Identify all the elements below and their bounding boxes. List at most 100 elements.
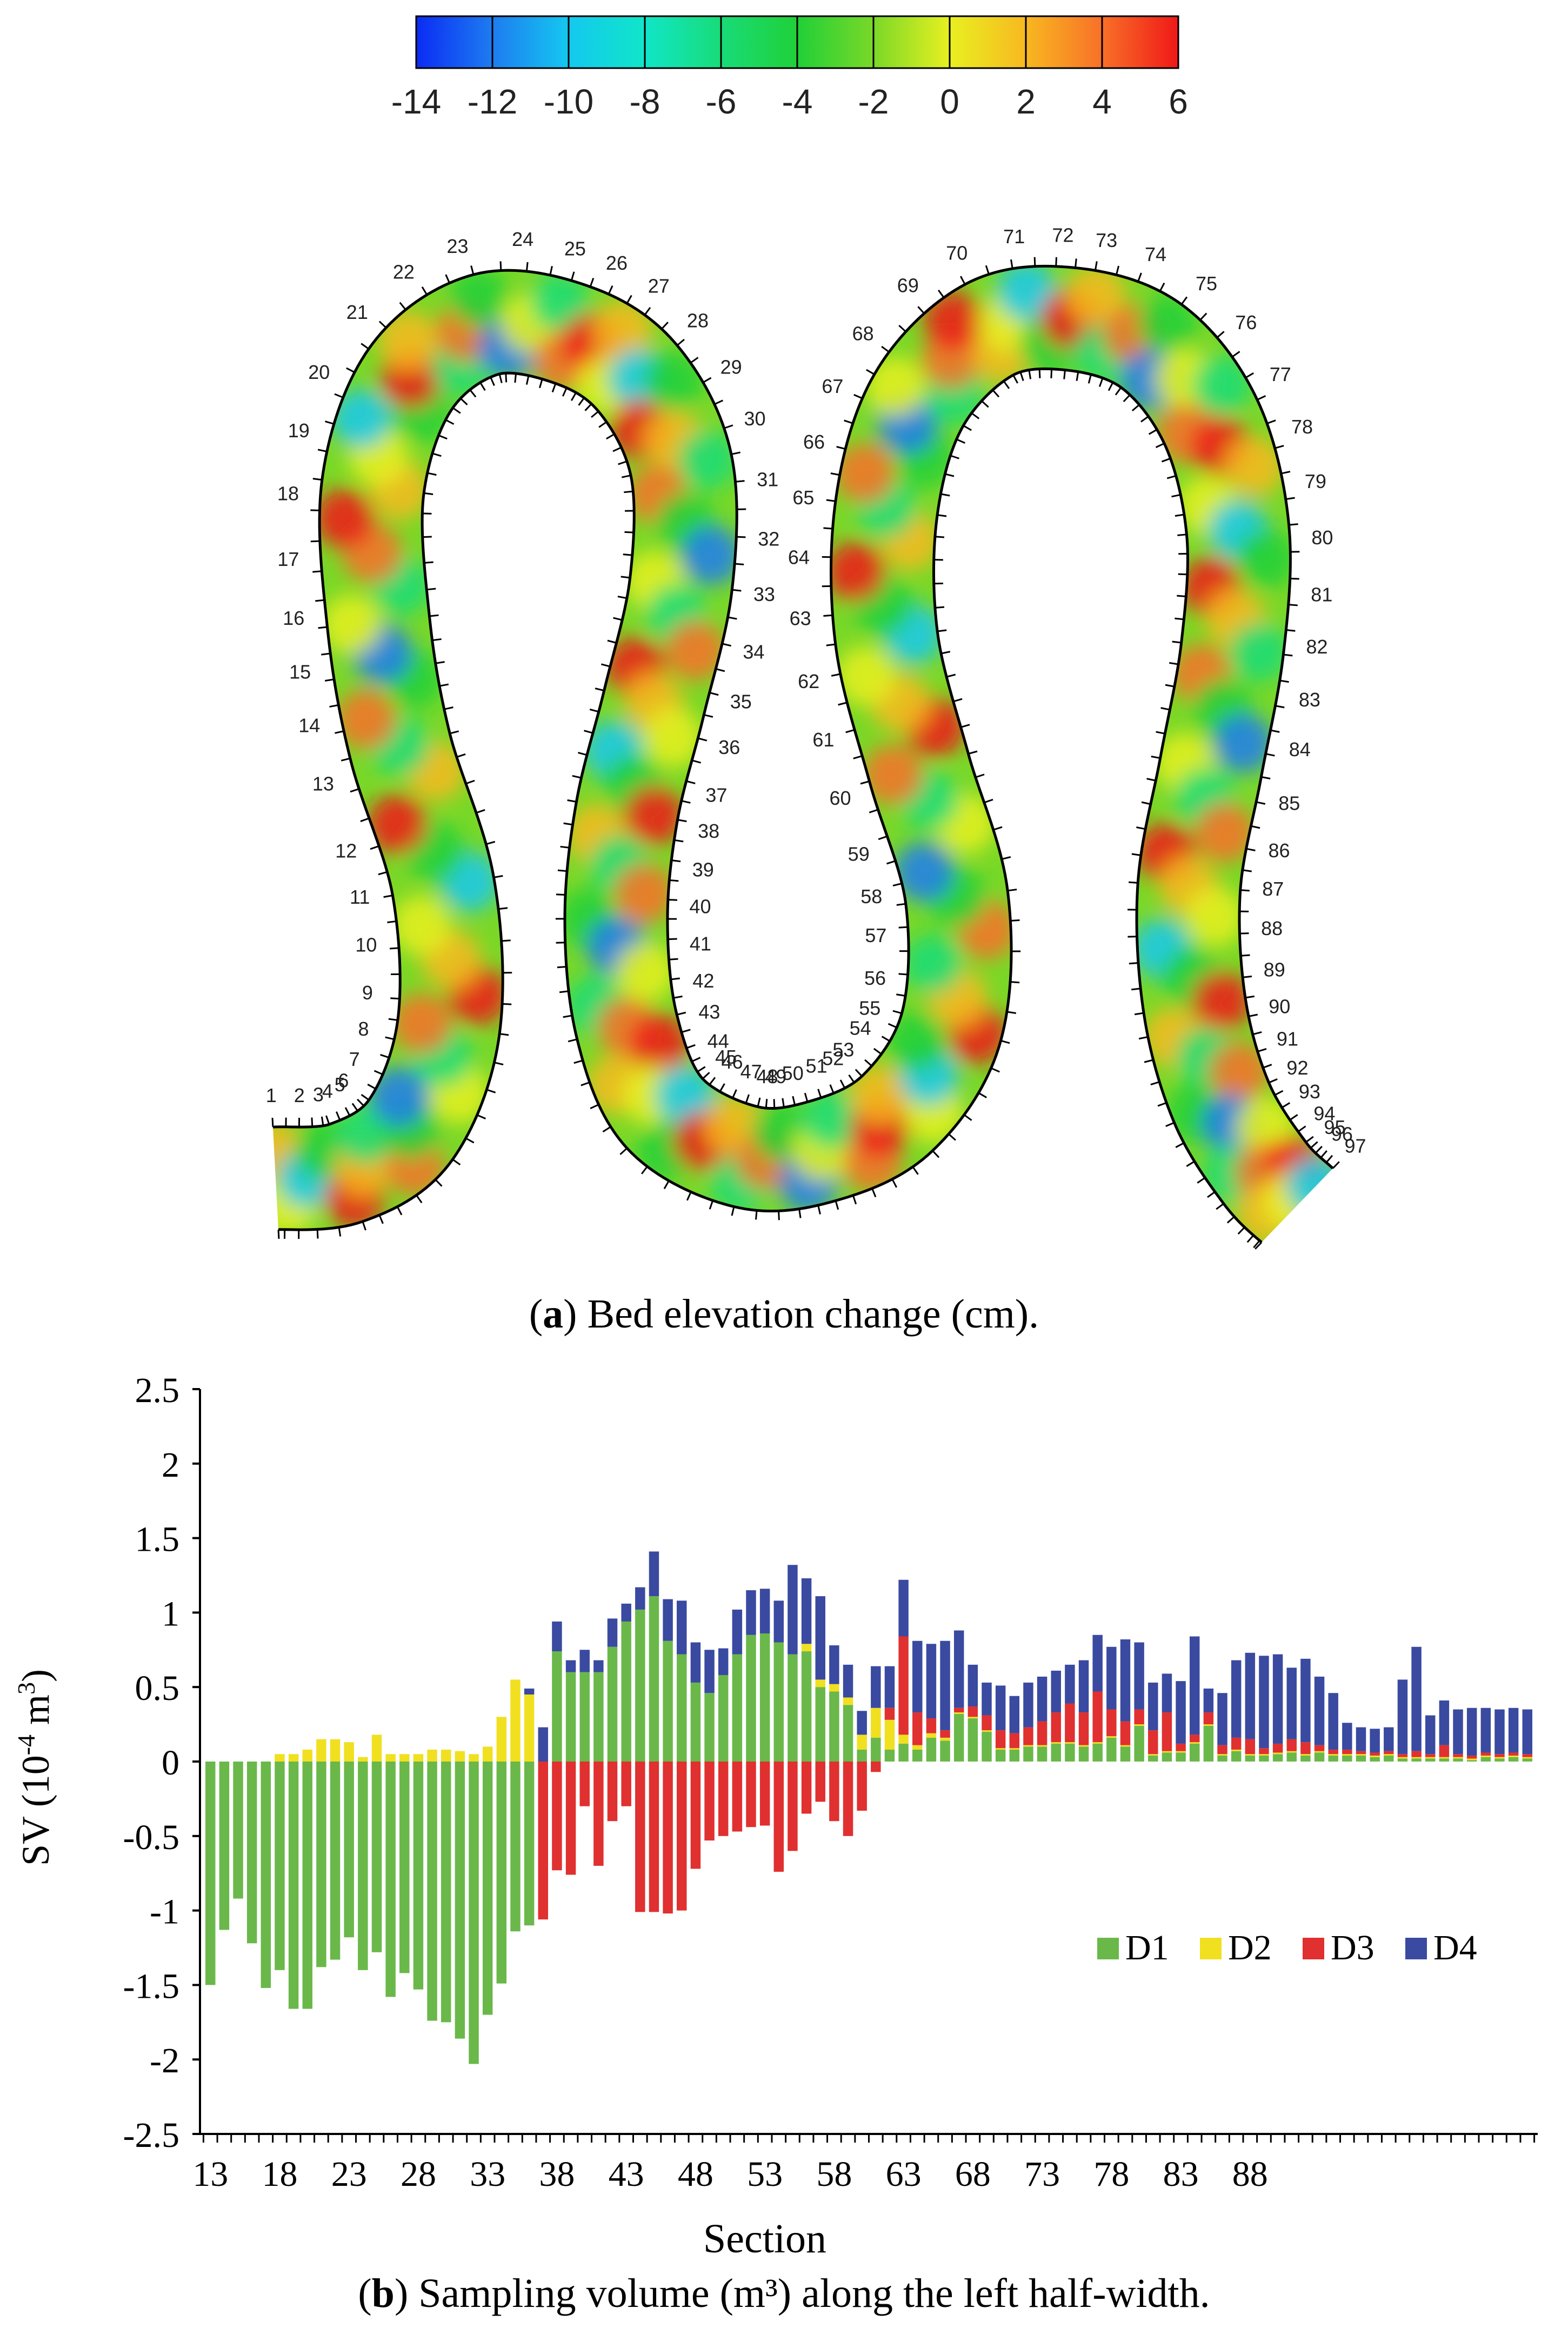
bar-d3 [898,1636,909,1735]
bank-tick [878,835,888,841]
bar-d2 [344,1742,354,1762]
bank-tick [935,606,945,609]
bar-d2 [455,1751,465,1762]
bank-tick [1136,826,1146,830]
bank-line-b [272,264,1334,1170]
bank-tick [479,382,486,391]
bank-tick [1150,1081,1160,1086]
bank-tick [626,295,632,304]
bed-field-blob [1213,713,1273,773]
bank-tick [1094,261,1098,271]
bank-tick [991,1067,1000,1073]
bank-tick [690,357,699,364]
bank-tick [1332,1161,1340,1169]
bank-tick [1012,375,1019,384]
bar-d4 [1120,1639,1131,1722]
bank-tick [568,1038,578,1043]
bar-d2 [1037,1745,1047,1747]
bank-tick [852,1195,857,1205]
bar-d3 [788,1762,798,1851]
bank-tick [498,907,508,910]
section-label: 25 [564,238,586,260]
bed-field-blob [450,268,510,328]
bank-tick [1165,684,1175,688]
section-label: 15 [289,661,311,683]
bank-tick [584,730,593,734]
bed-field-blobs [272,266,1333,1243]
y-tick-label: 2.5 [135,1371,180,1410]
bank-tick [486,1089,496,1093]
bank-tick [853,393,863,399]
bar-d1 [1370,1757,1380,1762]
bar-d4 [1009,1696,1020,1733]
bank-tick [1131,853,1142,856]
bank-tick [602,1126,611,1133]
bank-tick [1107,382,1114,391]
bank-tick [888,1023,897,1029]
section-label: 95 [1324,1116,1346,1138]
bank-tick [1297,1125,1306,1132]
bank-tick [390,997,400,1000]
bank-tick [427,472,437,476]
section-label: 53 [832,1039,854,1061]
y-axis-label-close: ) [14,1669,57,1682]
bar-d3 [1023,1727,1033,1745]
section-label: 88 [1261,917,1283,939]
bar-d2 [427,1749,437,1762]
bed-field-blob [1229,622,1289,682]
bank-tick [595,688,605,692]
bar-d3 [1078,1712,1089,1745]
bank-tick [845,729,855,733]
bar-d2 [330,1739,341,1762]
bar-d1 [1314,1752,1325,1762]
bar-d3 [1439,1745,1450,1757]
bar-d3 [1466,1755,1477,1759]
bed-field-blob [1236,529,1296,589]
bar-d2 [884,1719,895,1750]
bank-tick [310,540,320,543]
section-label: 56 [864,967,886,989]
bar-d4 [1134,1642,1144,1710]
bank-tick [367,1083,376,1090]
section-label: 58 [860,885,882,908]
colorbar-tick-label: 0 [940,82,959,121]
bank-tick [1240,889,1250,892]
bank-tick [953,698,963,703]
section-label: 23 [447,235,469,257]
bank-tick [661,322,669,330]
bank-tick [1148,429,1158,435]
bar-d2 [1162,1751,1172,1753]
bank-tick [686,1191,692,1201]
section-label: 92 [1286,1057,1308,1079]
bar-d4 [677,1600,687,1655]
bank-tick [612,446,622,452]
bar-d4 [788,1565,798,1655]
bank-tick [538,378,543,389]
bar-d1 [552,1651,562,1762]
bank-tick [963,1114,972,1121]
bar-d4 [1300,1658,1311,1743]
section-label: 31 [757,469,778,491]
bed-field-blob [677,429,737,489]
section-label: 41 [690,933,711,955]
bar-d3 [1397,1754,1408,1757]
bank-tick [817,1089,822,1098]
x-tick-label: 18 [262,2154,297,2194]
bar-d3 [690,1762,701,1869]
bank-tick [950,455,959,459]
section-label: 66 [803,431,825,453]
bank-tick [1003,381,1010,389]
bar-d2 [482,1746,493,1762]
bar-d1 [1106,1737,1117,1762]
x-tick-label: 58 [816,2154,852,2194]
bar-d2 [1425,1757,1436,1759]
bar-d4 [1203,1688,1214,1713]
bar-d1 [801,1651,812,1762]
bar-d1 [898,1743,909,1762]
bank-tick [485,841,496,845]
bar-d1 [1300,1755,1311,1762]
bar-d4 [857,1711,867,1735]
bank-tick [826,499,836,502]
section-label: 8 [358,1018,369,1040]
section-label: 10 [355,933,377,956]
